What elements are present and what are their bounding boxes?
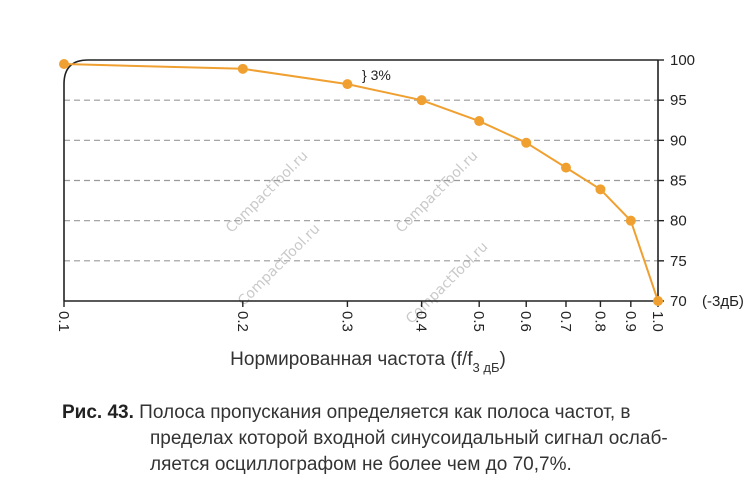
x-tick-label-0.6: 0.6: [517, 311, 534, 332]
y-tick-label-95: 95: [670, 92, 687, 109]
caption-line-1: Рис. 43. Полоса пропускания определяется…: [62, 400, 722, 426]
x-tick-label-0.1: 0.1: [55, 311, 72, 332]
x-tick-label-0.9: 0.9: [622, 311, 639, 332]
x-axis-title: Нормированная частота (f/f3 дБ): [230, 349, 506, 375]
caption-line-2: пределах которой входной синусоидальный …: [150, 428, 668, 449]
caption-text-1: Полоса пропускания определяется как поло…: [139, 402, 631, 423]
x-axis-title-main: Нормированная частота (f/f: [230, 349, 473, 370]
data-point-0.2: [237, 63, 248, 74]
y-tick-label-80: 80: [670, 213, 687, 230]
data-point-0.3: [342, 79, 353, 90]
data-point-0.6: [521, 137, 532, 148]
y-tick-label-75: 75: [670, 253, 687, 270]
series-line: [63, 63, 659, 302]
y-tick-suffix-3db: (-3дБ): [702, 293, 744, 310]
watermark-text: CompactTool.ru: [235, 221, 323, 309]
tick-labels: 0.1 0.2 0.3 0.4 0.5 0.6 0.7 0.8 0.9 1.070 (-3дБ) 75…: [55, 52, 744, 332]
data-point-0.4: [416, 95, 427, 106]
x-tick-label-0.5: 0.5: [470, 311, 487, 332]
axes: [63, 59, 664, 307]
x-axis-title-end: ): [499, 349, 505, 370]
x-tick-label-0.3: 0.3: [338, 311, 355, 332]
figure-caption: Рис. 43. Полоса пропускания определяется…: [62, 400, 722, 478]
x-tick-label-0.8: 0.8: [591, 311, 608, 332]
data-point-0.5: [474, 116, 485, 127]
data-point-0.7: [560, 162, 571, 173]
caption-label: Рис. 43.: [62, 402, 134, 423]
annotation-3-percent: } 3%: [362, 67, 391, 83]
y-tick-label-70: 70: [670, 293, 687, 310]
data-point-1: [653, 296, 663, 306]
data-point-0.9: [625, 215, 636, 226]
watermark-text: CompactTool.ru: [223, 148, 311, 236]
x-axis-title-sub: 3 дБ: [473, 360, 500, 375]
watermark-text: CompactTool.ru: [393, 148, 481, 236]
x-tick-label-0.7: 0.7: [557, 311, 574, 332]
y-tick-label-85: 85: [670, 173, 687, 190]
caption-line-3: ляется осциллографом не более чем до 70,…: [150, 454, 572, 475]
data-point-0.8: [595, 184, 606, 195]
grid-lines: [64, 99, 658, 262]
data-point-0.1: [59, 59, 69, 70]
top-left-frame: [63, 59, 658, 301]
y-tick-label-90: 90: [670, 132, 687, 149]
data-series: [59, 59, 663, 306]
x-tick-label-0.2: 0.2: [234, 311, 251, 332]
bandwidth-chart: CompactTool.ru CompactTool.ruCompactTool.…: [55, 52, 744, 375]
x-tick-label-0.4: 0.4: [413, 311, 430, 332]
y-tick-label-100: 100: [670, 52, 695, 69]
x-tick-label-1.0: 1.0: [649, 311, 666, 332]
